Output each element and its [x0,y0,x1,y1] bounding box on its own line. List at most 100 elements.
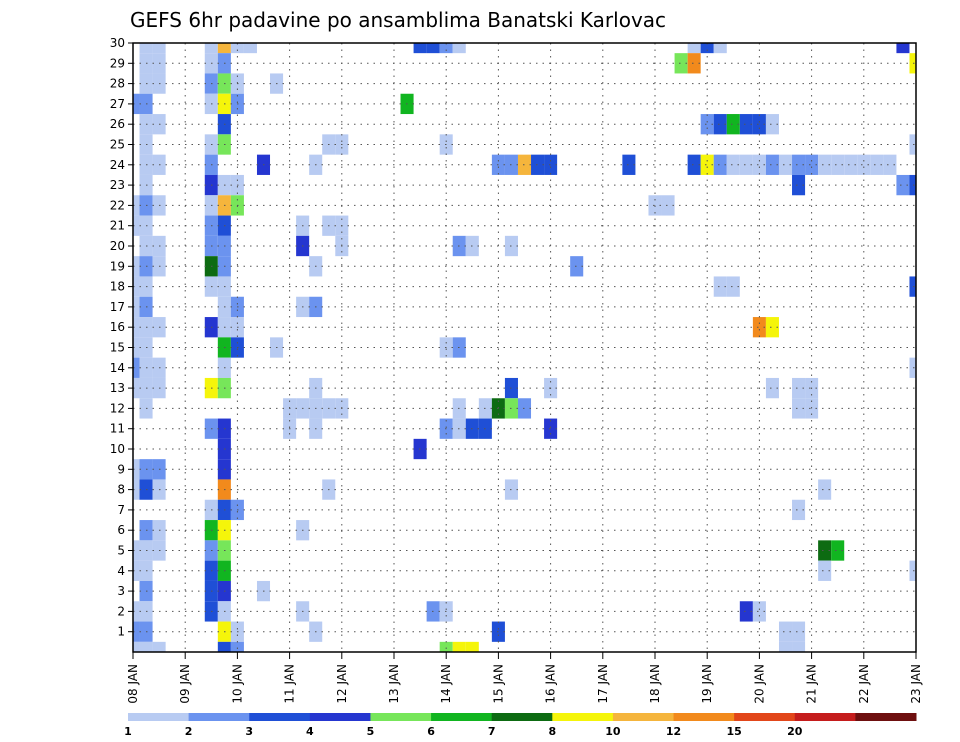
heatmap-cell [133,459,140,480]
heatmap-cell [133,621,140,642]
colorbar-tick-label: 5 [367,725,375,738]
heatmap-cell [133,479,140,500]
heatmap-cell [870,154,884,175]
chart-title: GEFS 6hr padavine po ansamblima Banatski… [130,8,666,32]
heatmap-cell [713,43,727,54]
x-tick-label: 10 JAN [230,664,244,704]
heatmap-cell [752,154,766,175]
colorbar-swatch [855,713,917,721]
colorbar-swatch [612,713,675,721]
heatmap-cell [217,641,231,652]
heatmap-cell [805,154,819,175]
heatmap-cell [818,479,832,500]
heatmap-cell [726,154,740,175]
heatmap-cell [713,154,727,175]
colorbar-tick-label: 4 [306,725,314,738]
y-tick-label: 11 [110,422,125,436]
colorbar-legend: 1 2 3 4 5 6 7 8 10 12 15 20 [124,713,917,738]
heatmap-cell [133,256,140,277]
x-tick-label: 20 JAN [752,664,766,704]
y-tick-label: 9 [117,462,125,476]
heatmap-cell [844,154,858,175]
heatmap-cell [818,154,832,175]
colorbar-tick-label: 12 [666,725,681,738]
heatmap-cell [909,134,916,155]
y-tick-label: 14 [110,361,125,375]
colorbar-swatch [673,713,735,721]
heatmap-cell [544,418,558,439]
colorbar-swatch [249,713,311,721]
heatmap-cell [687,154,701,175]
heatmap-cell [439,43,453,54]
heatmap-cell [700,114,714,135]
heatmap-cell [752,114,766,135]
heatmap-cell [792,398,806,419]
x-tick-label: 13 JAN [387,664,401,704]
colorbar-swatch [491,713,553,721]
y-tick-label: 24 [110,158,125,172]
y-tick-label: 23 [110,178,125,192]
heatmap-cell [778,621,793,642]
colorbar-tick-label: 3 [245,725,253,738]
colorbar-swatch [552,713,614,721]
x-tick-label: 09 JAN [178,664,192,704]
x-tick-label: 14 JAN [439,664,453,704]
heatmap-cell [739,114,753,135]
x-axis: 08 JAN 09 JAN 10 JAN 11 JAN 12 JAN 13 JAN 14 J… [126,652,923,704]
y-tick-label: 12 [110,401,125,415]
heatmap-cell [739,154,753,175]
heatmap-cell [778,641,793,652]
colorbar-swatch [188,713,250,721]
heatmap-cell [133,317,140,338]
colorbar-tick-label: 6 [427,725,435,738]
heatmap-cell [133,215,140,236]
heatmap-cell [133,337,140,358]
heatmap-cell [204,43,218,54]
heatmap-cell [439,641,453,652]
heatmap-cell [687,53,701,74]
y-tick-label: 22 [110,198,125,212]
y-tick-label: 8 [117,483,125,497]
x-tick-label: 23 JAN [909,664,923,704]
x-tick-label: 12 JAN [335,664,349,704]
heatmap-cell [700,154,714,175]
y-tick-label: 19 [110,259,125,273]
heatmap-cell [531,154,545,175]
heatmap-cell [778,154,793,175]
heatmap-cell [133,276,140,297]
heatmap-cell [133,93,140,115]
heatmap-cell [570,256,584,277]
y-tick-label: 2 [117,604,125,618]
colorbar-swatch [370,713,432,721]
heatmap-cell [792,377,806,399]
colorbar-swatch [128,713,190,721]
x-tick-label: 17 JAN [596,664,610,704]
y-tick-label: 28 [110,77,125,91]
heatmap-cell [765,377,779,399]
heatmap-cell [465,641,479,652]
x-tick-label: 21 JAN [805,664,819,704]
x-tick-label: 11 JAN [283,664,297,704]
heatmap-cell [426,43,440,54]
colorbar-tick-label: 15 [726,725,741,738]
heatmap-cell [648,195,662,216]
x-tick-label: 18 JAN [648,664,662,704]
x-tick-label: 22 JAN [857,664,871,704]
heatmap-cell [687,43,701,54]
heatmap-cell [792,641,806,652]
heatmap-cell [661,195,675,216]
y-tick-label: 1 [117,625,125,639]
colorbar-tick-label: 20 [787,725,803,738]
y-tick-label: 18 [110,280,125,294]
y-tick-label: 3 [117,584,125,598]
y-tick-label: 6 [117,523,125,537]
heatmap-cell [413,43,427,54]
heatmap-cell [831,154,845,175]
heatmap-cell [230,43,244,54]
y-tick-label: 25 [110,138,125,152]
y-tick-label: 13 [110,381,125,395]
colorbar-tick-label: 7 [488,725,496,738]
heatmap-cell [909,560,916,581]
colorbar-swatch [431,713,493,721]
colorbar-swatch [794,713,856,721]
